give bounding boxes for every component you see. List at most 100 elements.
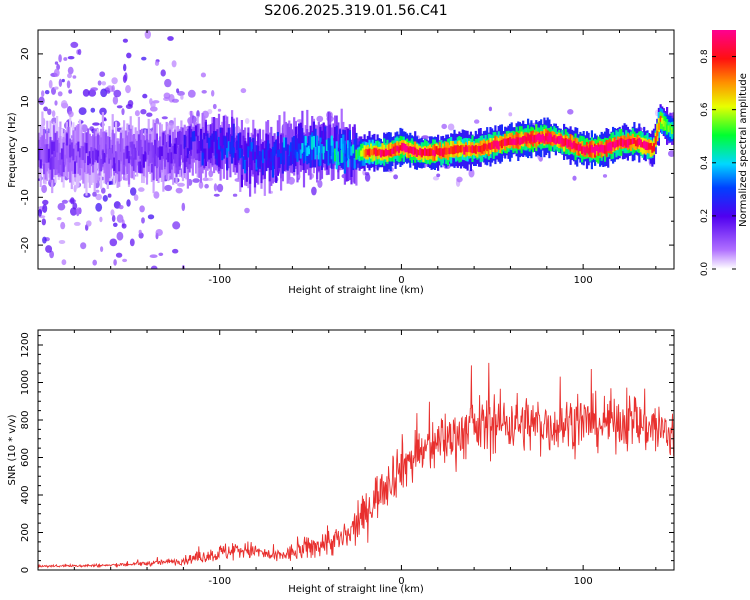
spectrogram-cell: [508, 112, 513, 117]
spectrogram-cell: [262, 154, 265, 175]
spectrogram-cell: [425, 149, 428, 156]
spectrogram-cell: [49, 250, 54, 259]
spectrogram-cell: [316, 135, 319, 147]
spectrogram-cell: [191, 131, 194, 142]
spectrogram-cell: [240, 88, 247, 94]
spectrogram-cell: [289, 151, 293, 166]
spectrogram-cell: [77, 150, 80, 174]
spectrogram-cell: [133, 194, 139, 202]
spectrogram-cell: [221, 128, 224, 153]
spectrogram-cell: [322, 146, 325, 160]
spectrogram-cell: [167, 141, 170, 161]
snr-xtick-label: 0: [398, 576, 404, 587]
spectrogram-cell: [142, 93, 148, 99]
spectrogram-cell: [52, 145, 55, 170]
spectrogram-cell: [40, 19, 47, 24]
spectrogram-cell: [85, 132, 88, 151]
spectrogram-cell: [546, 135, 549, 143]
spectrogram-cell: [160, 146, 163, 157]
spectrogram-cell: [620, 138, 623, 146]
snr-ytick-label: 400: [20, 485, 31, 504]
spectrogram-cell: [288, 155, 291, 166]
spectrogram-cell: [608, 142, 611, 151]
spectrogram-cell: [533, 134, 536, 144]
spectrogram-cell: [188, 154, 191, 165]
spectrogram-cell: [204, 122, 207, 136]
spectrogram-cell: [41, 90, 45, 97]
spectrogram-cell: [361, 148, 364, 157]
spectrogram-cell: [510, 138, 513, 146]
spectrogram-cell: [80, 242, 87, 250]
spectrogram-cell: [46, 148, 49, 162]
spectrogram-cell: [317, 145, 320, 160]
spectrogram-cell: [152, 145, 155, 158]
spectrogram-cell: [364, 172, 370, 176]
spectrogram-cell: [442, 148, 445, 158]
spectrogram-cell: [509, 137, 512, 145]
spectrogram-cell: [567, 109, 574, 115]
spectrogram-cell: [54, 100, 58, 106]
colorbar-tick-label: 0.6: [700, 102, 710, 117]
spectrogram-cell: [512, 138, 515, 145]
spectrogram-cell: [590, 144, 593, 153]
spectrogram-cell: [648, 143, 651, 150]
spectrogram-cell: [75, 147, 78, 189]
spectrogram-cell: [253, 128, 257, 171]
spectrogram-cell: [103, 118, 107, 122]
spectrogram-cell: [630, 139, 633, 145]
spectrogram-cell: [100, 158, 103, 172]
spectrogram-cell: [56, 140, 59, 153]
spectrogram-cell: [87, 156, 90, 166]
spectrogram-cell: [51, 141, 54, 155]
spectrogram-cell: [119, 132, 122, 157]
spectrogram-cell: [299, 125, 302, 150]
spectrogram-cell: [122, 258, 128, 263]
spectrogram-cell: [445, 147, 448, 155]
spectrogram-cell: [224, 138, 227, 150]
spectrogram-cell: [502, 138, 505, 147]
spectrogram-cell: [488, 106, 492, 112]
spectrogram-cell: [263, 151, 266, 179]
spectrogram-cell: [670, 127, 674, 134]
spectrogram-cell: [458, 146, 461, 153]
spectrogram-cell: [54, 132, 57, 157]
spectrogram-cell: [296, 119, 303, 123]
spectrogram-cell: [59, 152, 62, 165]
spectrogram-cell: [136, 140, 139, 151]
spectrogram-cell: [662, 120, 665, 127]
spectrogram-cell: [226, 148, 229, 171]
spectrogram-cell: [391, 148, 394, 154]
spectrogram-cell: [461, 145, 464, 152]
spectrogram-cell: [520, 137, 523, 145]
spectrogram-cell: [222, 136, 225, 159]
spectrogram-cell: [299, 149, 302, 159]
spectrogram-cell: [147, 142, 150, 155]
spectrogram-cell: [82, 145, 85, 184]
spectrogram-cell: [227, 127, 230, 147]
spectrogram-cell: [67, 148, 70, 162]
spectrogram-cell: [245, 160, 248, 170]
spectrogram-cell: [96, 134, 100, 161]
spectrogram-cell: [41, 143, 44, 162]
spectrogram-cell: [441, 123, 448, 130]
spectrogram-cell: [101, 150, 104, 164]
spectrogram-cell: [116, 141, 119, 152]
spectrogram-cell: [213, 137, 216, 156]
spectrogram-cell: [126, 155, 129, 173]
spectrogram-cell: [191, 139, 194, 159]
spectrogram-cell: [109, 238, 118, 247]
spectrogram-cell: [417, 149, 420, 156]
spectrogram-cell: [206, 133, 209, 143]
spectrogram-cell: [57, 202, 66, 211]
spectrogram-cell: [67, 73, 72, 79]
spectrogram-cell: [161, 116, 168, 120]
spectrogram-cell: [381, 149, 384, 157]
spectrogram-cell: [283, 139, 286, 165]
spectrogram-cell: [392, 146, 396, 154]
spectrogram-cell: [150, 163, 153, 173]
snr-ytick-label: 600: [20, 448, 31, 467]
spectrogram-cell: [111, 153, 114, 166]
spectrogram-cell: [545, 133, 548, 141]
spectrogram-cell: [123, 152, 126, 165]
spectrogram-cell: [183, 134, 186, 149]
